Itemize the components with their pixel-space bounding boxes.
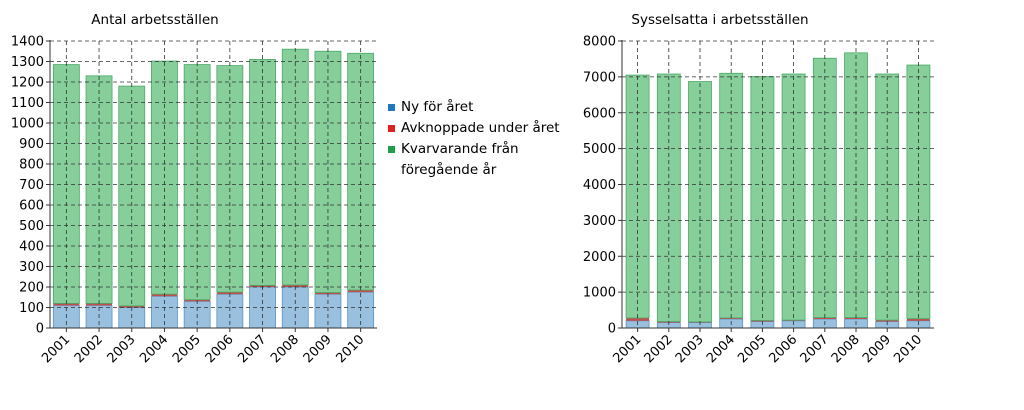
x-tick-label: 2005 <box>735 332 769 366</box>
bar-segment-2010-1 <box>906 318 930 321</box>
y-tick-label: 7000 <box>583 70 616 85</box>
y-tick-label: 400 <box>19 240 44 255</box>
x-tick-label: 2004 <box>137 332 171 366</box>
x-tick-label: 2010 <box>891 332 925 366</box>
legend-swatch-ny <box>388 104 395 111</box>
x-tick-label: 2006 <box>203 332 237 366</box>
y-tick-label: 1100 <box>11 96 44 111</box>
bar-segment-2007-1 <box>813 317 837 320</box>
bar-segment-2009-2 <box>314 50 342 293</box>
y-tick-label: 1000 <box>11 117 44 132</box>
chart-antal-arbetsstallen: Antal arbetsställen 0 100 200 300 400 500 600 70… <box>11 12 377 366</box>
legend-item-ny: Ny för året <box>388 97 581 118</box>
x-tick-label: 2003 <box>105 332 139 366</box>
legend-swatch-avknoppade <box>388 125 395 132</box>
legend-item-avknoppade: Avknoppade under året <box>388 118 581 139</box>
y-tick-label: 1300 <box>11 55 44 70</box>
bar-segment-2001-1 <box>626 317 650 321</box>
bar-segment-2001-1 <box>53 303 80 306</box>
legend-swatch-kvarvarande <box>388 146 395 153</box>
y-tick-label: 200 <box>19 281 44 296</box>
y-tick-label: 1200 <box>11 76 44 91</box>
y-tick-label: 8000 <box>583 35 616 50</box>
x-tick-label: 2003 <box>673 332 707 366</box>
x-tick-label: 2007 <box>235 332 269 366</box>
y-tick-label: 5000 <box>583 142 616 157</box>
x-tick-label: 2008 <box>268 332 302 366</box>
x-tick-label: 2002 <box>72 332 106 366</box>
bar-segment-2003-2 <box>688 81 712 323</box>
y-tick-label: 6000 <box>583 106 616 121</box>
legend-label-kvarvarande: Kvarvarande från föregående år <box>401 141 519 178</box>
bar-segment-2008-1 <box>282 284 309 287</box>
legend-item-kvarvarande: Kvarvarande från föregående år <box>388 139 581 181</box>
bar-segment-2008-1 <box>844 317 868 320</box>
y-tick-label: 0 <box>608 322 616 337</box>
x-tick-label: 2001 <box>39 332 73 366</box>
bar-segment-2002-1 <box>86 303 113 306</box>
y-tick-label: 800 <box>19 158 44 173</box>
y-tick-label: 4000 <box>583 178 616 193</box>
chart-sysselsatta: Sysselsatta i arbetsställen 0 1000 2000 3000… <box>583 12 934 366</box>
x-tick-label: 2002 <box>642 332 676 366</box>
chart-title: Sysselsatta i arbetsställen <box>631 12 808 28</box>
x-tick-label: 2005 <box>170 332 204 366</box>
bar-segment-2009-1 <box>875 320 899 322</box>
y-tick-label: 300 <box>19 260 44 275</box>
y-tick-label: 2000 <box>583 250 616 265</box>
bar-segment-2010-1 <box>347 290 374 293</box>
legend: Ny för året Avknoppade under året Kvarva… <box>388 97 581 181</box>
y-tick-label: 1400 <box>11 35 44 50</box>
y-tick-label: 900 <box>19 137 44 152</box>
y-tick-label: 500 <box>19 219 44 234</box>
bar-segment-2003-1 <box>118 305 145 308</box>
chart-title: Antal arbetsställen <box>91 12 218 28</box>
y-tick-label: 700 <box>19 178 44 193</box>
y-tick-label: 600 <box>19 199 44 214</box>
legend-label-avknoppade: Avknoppade under året <box>401 120 560 136</box>
y-tick-label: 1000 <box>583 286 616 301</box>
x-tick-label: 2007 <box>798 332 832 366</box>
y-tick-label: 100 <box>19 301 44 316</box>
x-tick-label: 2008 <box>829 332 863 366</box>
x-tick-label: 2001 <box>610 332 644 366</box>
legend-label-ny: Ny för året <box>401 99 474 115</box>
x-tick-label: 2009 <box>860 332 894 366</box>
y-tick-label: 0 <box>36 322 44 337</box>
x-tick-label: 2009 <box>301 332 335 366</box>
x-tick-label: 2006 <box>766 332 800 366</box>
x-tick-label: 2004 <box>704 332 738 366</box>
y-tick-label: 3000 <box>583 214 616 229</box>
x-tick-label: 2010 <box>333 332 367 366</box>
bar-segment-2004-1 <box>719 317 743 320</box>
